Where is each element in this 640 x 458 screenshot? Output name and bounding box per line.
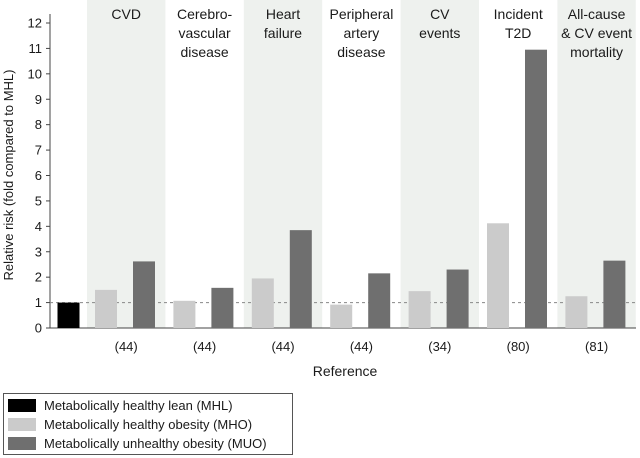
bar-mho bbox=[95, 289, 117, 328]
reference-label: (80) bbox=[507, 339, 530, 354]
y-tick-label: 9 bbox=[35, 92, 42, 107]
bar-muo bbox=[446, 269, 469, 328]
y-tick-label: 10 bbox=[28, 66, 42, 81]
group-label: artery bbox=[344, 25, 380, 41]
group-label: Incident bbox=[494, 6, 543, 22]
group-label: disease bbox=[337, 44, 385, 60]
y-tick-label: 1 bbox=[35, 295, 42, 310]
bar-mho bbox=[330, 304, 353, 328]
bar-mho bbox=[487, 223, 509, 328]
y-tick-label: 0 bbox=[35, 321, 42, 336]
group-label: All-cause bbox=[568, 6, 626, 22]
group-label: Cerebro- bbox=[177, 6, 233, 22]
legend-swatch-mho bbox=[8, 418, 36, 431]
bar-muo bbox=[603, 260, 626, 328]
x-axis-label: Reference bbox=[313, 363, 378, 379]
group-label: & CV event bbox=[561, 25, 632, 41]
bar-mho bbox=[251, 278, 274, 328]
y-tick-label: 8 bbox=[35, 117, 42, 132]
y-tick-label: 12 bbox=[28, 16, 42, 31]
reference-label: (44) bbox=[350, 339, 373, 354]
reference-label: (81) bbox=[585, 339, 608, 354]
group-label: mortality bbox=[570, 44, 623, 60]
group-label: T2D bbox=[505, 25, 531, 41]
legend-swatch-muo bbox=[8, 437, 36, 450]
legend-item-muo: Metabolically unhealthy obesity (MUO) bbox=[8, 434, 292, 453]
legend-item-mho: Metabolically healthy obesity (MHO) bbox=[8, 415, 292, 434]
bar-muo bbox=[525, 49, 547, 328]
group-label: Peripheral bbox=[329, 6, 393, 22]
group-label: Heart bbox=[266, 6, 300, 22]
y-tick-label: 11 bbox=[29, 41, 43, 56]
group-label: failure bbox=[264, 25, 302, 41]
legend: Metabolically healthy lean (MHL) Metabol… bbox=[3, 393, 293, 455]
group-label: disease bbox=[180, 44, 228, 60]
y-tick-label: 2 bbox=[35, 270, 42, 285]
bar-mho bbox=[565, 296, 588, 328]
group-label: events bbox=[419, 25, 460, 41]
reference-label: (44) bbox=[115, 339, 138, 354]
y-tick-label: 5 bbox=[35, 193, 42, 208]
reference-label: (34) bbox=[428, 339, 451, 354]
bar-mho bbox=[408, 291, 431, 328]
group-label: vascular bbox=[179, 25, 231, 41]
y-axis-label: Relative risk (fold compared to MHL) bbox=[1, 70, 16, 281]
y-tick-label: 7 bbox=[35, 143, 42, 158]
bar-muo bbox=[289, 230, 312, 328]
y-tick-label: 6 bbox=[35, 168, 42, 183]
legend-label-mhl: Metabolically healthy lean (MHL) bbox=[44, 398, 233, 413]
bar-muo bbox=[368, 273, 391, 328]
legend-label-mho: Metabolically healthy obesity (MHO) bbox=[44, 417, 253, 432]
y-tick-label: 4 bbox=[35, 219, 42, 234]
reference-label: (44) bbox=[193, 339, 216, 354]
reference-label: (44) bbox=[271, 339, 294, 354]
legend-label-muo: Metabolically unhealthy obesity (MUO) bbox=[44, 436, 267, 451]
y-tick-label: 3 bbox=[35, 244, 42, 259]
bar-mho bbox=[173, 300, 196, 328]
legend-item-mhl: Metabolically healthy lean (MHL) bbox=[8, 396, 292, 415]
legend-swatch-mhl bbox=[8, 399, 36, 412]
bar-mhl bbox=[57, 302, 80, 328]
group-label: CVD bbox=[111, 6, 141, 22]
bar-muo bbox=[133, 261, 155, 328]
bar-muo bbox=[211, 287, 234, 328]
group-label: CV bbox=[430, 6, 450, 22]
